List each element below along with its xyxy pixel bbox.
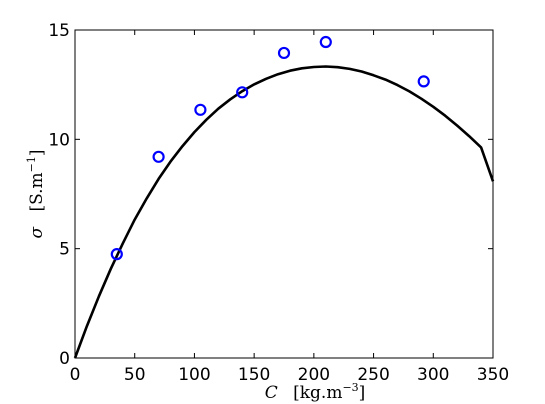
plot-area bbox=[74, 29, 494, 359]
x-tick-label: 250 bbox=[357, 365, 389, 385]
data-point bbox=[152, 150, 165, 163]
x-axis-ticks: 0 50 100 150 200 250 300 350 bbox=[70, 30, 509, 385]
x-axis-symbol: C bbox=[265, 383, 278, 403]
x-axis-label: C [kg.m−3] bbox=[265, 381, 366, 403]
data-point bbox=[277, 46, 291, 60]
y-tick-label: 5 bbox=[59, 240, 70, 260]
fit-curve bbox=[73, 65, 495, 359]
x-axis-unit-suffix: ] bbox=[359, 383, 366, 403]
data-point bbox=[417, 75, 430, 88]
fit-curve-layer bbox=[73, 65, 495, 359]
x-tick-label: 100 bbox=[178, 365, 210, 385]
x-axis-unit-prefix: [kg.m bbox=[293, 383, 342, 403]
data-point bbox=[319, 35, 332, 49]
y-tick-label: 0 bbox=[59, 349, 70, 369]
x-tick-label: 0 bbox=[70, 365, 81, 385]
data-point bbox=[194, 103, 207, 116]
y-axis-symbol: σ bbox=[27, 227, 47, 239]
y-axis-unit-exponent: −1 bbox=[25, 156, 38, 172]
x-tick-label: 350 bbox=[477, 365, 509, 385]
x-axis-unit-exponent: −3 bbox=[342, 381, 358, 394]
x-tick-label: 300 bbox=[417, 365, 449, 385]
x-tick-label: 200 bbox=[298, 365, 330, 385]
x-tick-label: 150 bbox=[238, 365, 270, 385]
y-axis-unit-prefix: [S.m bbox=[27, 172, 47, 211]
data-point bbox=[236, 86, 249, 99]
y-axis-unit-suffix: ] bbox=[27, 149, 47, 156]
y-axis-label: σ [S.m−1] bbox=[25, 149, 47, 238]
y-tick-label: 10 bbox=[48, 130, 70, 150]
y-axis-ticks: 0 5 10 15 bbox=[48, 21, 493, 369]
data-point bbox=[110, 248, 123, 261]
y-tick-label: 15 bbox=[48, 21, 70, 41]
data-markers-layer bbox=[110, 35, 430, 261]
x-tick-label: 50 bbox=[124, 365, 146, 385]
plot-frame bbox=[74, 29, 494, 359]
